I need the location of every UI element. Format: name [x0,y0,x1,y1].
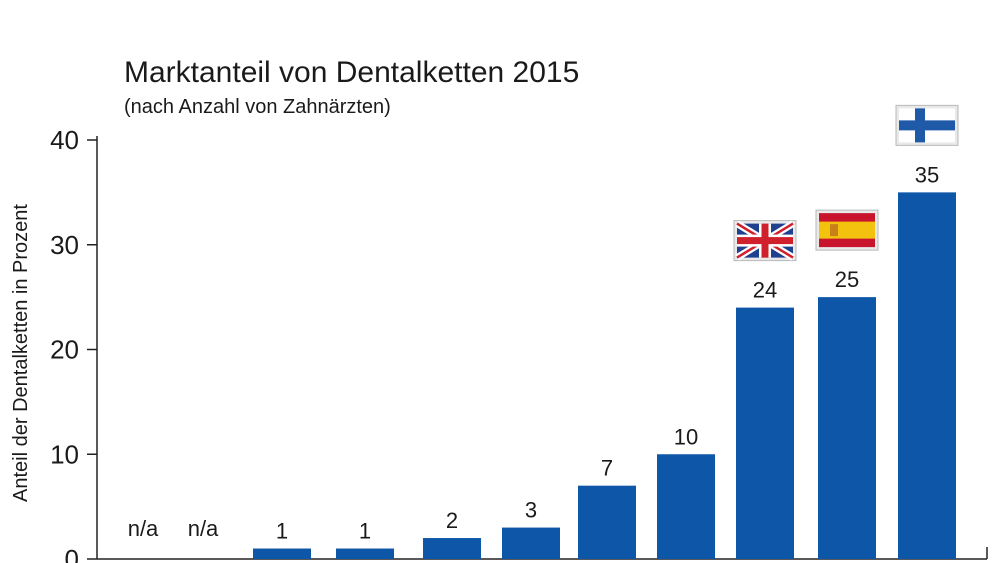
bar [336,548,394,559]
bar [578,485,636,559]
value-label: 1 [359,519,371,544]
y-tick-label: 30 [50,230,79,260]
value-label: 35 [915,162,939,187]
bar [818,297,876,559]
chart-subtitle: (nach Anzahl von Zahnärzten) [124,96,391,118]
y-tick-label: 20 [50,335,79,365]
united-kingdom-flag-icon [733,220,797,262]
bar [502,527,560,559]
chart-title: Marktanteil von Dentalketten 2015 [124,56,580,89]
value-label: 7 [601,456,613,481]
y-axis-label: Anteil der Dentalketten in Prozent [10,204,32,502]
value-label: 1 [276,519,288,544]
y-tick-label: 10 [50,439,79,469]
bar [898,192,956,559]
y-tick-label: 40 [50,125,79,155]
value-label: 24 [753,278,777,303]
finland-flag-icon [895,104,959,146]
value-label: 25 [835,267,859,292]
spain-flag-icon [815,209,879,251]
bar [657,454,715,559]
value-label: 3 [525,498,537,523]
bar [423,538,481,559]
bar [253,548,311,559]
y-tick-label: 0 [65,544,79,563]
value-label: n/a [128,516,159,541]
bar [736,307,794,559]
value-label: n/a [188,516,219,541]
value-label: 2 [446,508,458,533]
value-label: 10 [674,424,698,449]
